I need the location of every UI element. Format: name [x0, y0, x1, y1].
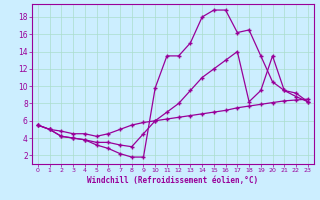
X-axis label: Windchill (Refroidissement éolien,°C): Windchill (Refroidissement éolien,°C)	[87, 176, 258, 185]
